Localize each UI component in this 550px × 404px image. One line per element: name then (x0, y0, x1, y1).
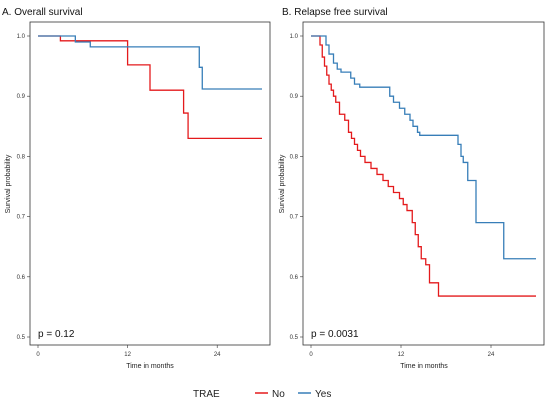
panel-b-curve-yes (311, 35, 536, 260)
panel-a-y-tick-label: 0.6 (17, 275, 26, 281)
panel-a-x-tick-label: 12 (124, 352, 131, 358)
panel-a-curve-no (38, 35, 262, 139)
panel-b-y-tick-label: 0.9 (290, 94, 299, 100)
panel-b-y-tick-label: 0.5 (290, 335, 299, 341)
legend-label-no: No (272, 389, 285, 400)
panel-a-series (38, 35, 262, 139)
panel-b-x-tick-label: 0 (309, 352, 313, 358)
panel-a-x-tick-label: 0 (36, 352, 40, 358)
panel-a-p-value: p = 0.12 (38, 329, 75, 340)
panel-b-curve-no (311, 35, 536, 297)
panel-a-y-tick-label: 0.9 (17, 94, 26, 100)
panel-b-y-tick-label: 0.8 (290, 154, 299, 160)
panel-b-x-tick-label: 12 (398, 352, 405, 358)
panel-b-x-tick-label: 24 (488, 352, 495, 358)
panel-b-y-tick-label: 0.6 (290, 275, 299, 281)
legend: TRAE No Yes (193, 389, 331, 400)
panel-b-x-axis-label: Time in months (400, 363, 448, 370)
panel-b-y-axis-label: Survival probability (279, 154, 286, 213)
panel-overall-survival: A. Overall survival Survival probability… (2, 7, 271, 370)
panel-b-plot-area (302, 21, 545, 346)
panel-a-plot-area (29, 21, 271, 346)
panel-a-title: A. Overall survival (2, 7, 83, 18)
panel-b-series (311, 35, 536, 297)
panel-b-p-value: p = 0.0031 (311, 329, 359, 340)
panel-a-ticks: 0.5 0.6 0.7 0.8 0.9 1.0 0 12 24 (17, 34, 222, 358)
panel-a-x-axis-label: Time in months (126, 363, 174, 370)
panel-b-y-tick-label: 1.0 (290, 34, 299, 40)
panel-a-y-axis-label: Survival probability (5, 154, 12, 213)
panel-b-ticks: 0.5 0.6 0.7 0.8 0.9 1.0 0 12 24 (290, 34, 495, 358)
panel-a-x-tick-label: 24 (214, 352, 221, 358)
legend-title: TRAE (193, 389, 220, 400)
panel-b-y-tick-label: 0.7 (290, 215, 299, 221)
panel-a-y-tick-label: 0.5 (17, 335, 26, 341)
panel-a-y-tick-label: 0.8 (17, 154, 26, 160)
panel-relapse-free-survival: B. Relapse free survival Survival probab… (279, 7, 545, 370)
panel-b-title: B. Relapse free survival (282, 7, 388, 18)
legend-label-yes: Yes (315, 389, 331, 400)
panel-a-y-tick-label: 1.0 (17, 34, 26, 40)
panel-a-curve-yes (38, 35, 262, 90)
panel-a-y-tick-label: 0.7 (17, 215, 26, 221)
